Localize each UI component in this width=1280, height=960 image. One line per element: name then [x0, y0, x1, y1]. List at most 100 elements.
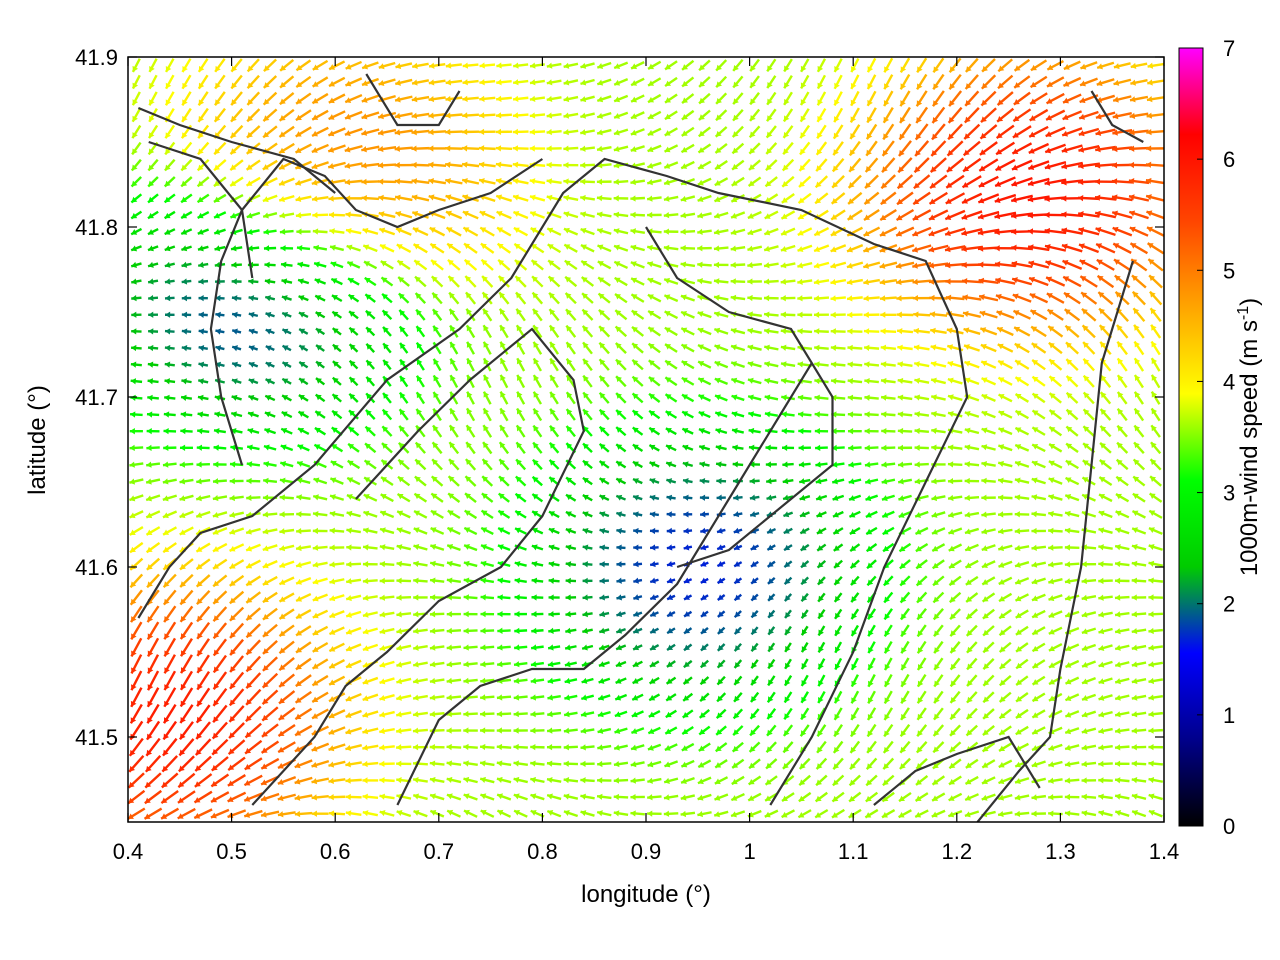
wind-arrow [596, 195, 612, 202]
wind-arrow [344, 178, 363, 186]
wind-arrow [631, 693, 644, 701]
wind-arrow [532, 424, 543, 438]
wind-arrow [1099, 425, 1112, 438]
wind-arrow [730, 228, 746, 236]
wind-arrow [814, 394, 829, 401]
wind-arrow [1146, 129, 1164, 136]
wind-arrow [311, 76, 329, 88]
wind-arrow [895, 261, 915, 269]
wind-arrow [899, 57, 911, 73]
wind-arrow [212, 654, 227, 674]
wind-arrow [798, 774, 811, 787]
wind-arrow [816, 527, 827, 535]
wind-arrow [915, 559, 928, 570]
wind-arrow [463, 242, 478, 254]
wind-arrow [246, 228, 260, 235]
wind-arrow [480, 793, 495, 801]
wind-arrow [864, 174, 879, 189]
wind-arrow [978, 175, 999, 188]
wind-arrow [649, 527, 659, 535]
wind-arrow [767, 658, 776, 670]
wind-arrow [347, 426, 360, 437]
wind-arrow [1081, 744, 1097, 751]
wind-arrow [311, 92, 329, 105]
wind-arrow [446, 710, 462, 718]
wind-arrow [800, 592, 809, 603]
wind-arrow [277, 793, 296, 802]
wind-arrow [613, 111, 629, 119]
wind-arrow [961, 245, 983, 253]
wind-arrow [581, 644, 594, 651]
wind-arrow [496, 727, 512, 734]
wind-arrow [262, 544, 278, 552]
wind-arrow [210, 808, 230, 819]
wind-arrow [780, 227, 796, 236]
wind-arrow [529, 95, 546, 103]
wind-arrow [1149, 475, 1162, 487]
wind-arrow [382, 342, 392, 354]
wind-arrow [395, 211, 413, 219]
wind-arrow [833, 107, 844, 123]
wind-arrow [850, 608, 860, 620]
wind-arrow [1031, 342, 1047, 354]
wind-arrow [597, 276, 611, 287]
wind-arrow [262, 528, 278, 535]
wind-arrow [630, 178, 646, 186]
wind-arrow [781, 193, 795, 204]
wind-arrow [580, 211, 595, 218]
wind-arrow [632, 426, 644, 436]
wind-arrow [329, 510, 345, 518]
wind-arrow [1114, 274, 1131, 289]
wind-arrow [582, 527, 593, 534]
wind-arrow [210, 791, 230, 804]
wind-arrow [697, 759, 712, 769]
y-axis-ticks: 41.541.641.741.841.9 [75, 45, 1164, 750]
wind-arrow [1082, 391, 1095, 405]
wind-arrow [715, 427, 728, 435]
wind-arrow [463, 809, 478, 818]
wind-arrow [914, 394, 930, 401]
wind-arrow [279, 461, 294, 468]
wind-arrow [445, 194, 463, 202]
wind-arrow [832, 494, 845, 501]
wind-arrow [379, 611, 395, 618]
wind-arrow [581, 308, 594, 321]
wind-arrow [731, 741, 744, 753]
wind-arrow [665, 461, 677, 468]
wind-arrow [1115, 458, 1129, 471]
wind-arrow [615, 443, 627, 453]
wind-arrow [428, 112, 446, 119]
wind-arrow [146, 621, 160, 640]
wind-arrow [496, 661, 511, 668]
wind-arrow [697, 811, 712, 818]
wind-arrow [1029, 92, 1048, 105]
wind-arrow [214, 58, 226, 73]
wind-arrow [816, 724, 827, 737]
wind-arrow [782, 741, 794, 754]
wind-arrow [264, 411, 276, 418]
wind-arrow [582, 561, 593, 568]
wind-arrow [394, 178, 413, 185]
wind-arrow [962, 310, 981, 318]
wind-arrow [865, 123, 878, 140]
wind-arrow [547, 677, 561, 684]
wind-arrow [665, 676, 677, 685]
wind-arrow [428, 62, 446, 69]
x-tick-label: 0.8 [527, 839, 558, 864]
wind-arrow [446, 760, 462, 767]
wind-arrow [663, 228, 679, 235]
wind-arrow [849, 124, 861, 140]
wind-arrow [298, 377, 309, 386]
wind-arrow [278, 656, 295, 672]
wind-arrow [1027, 177, 1050, 187]
wind-arrow [1128, 145, 1149, 152]
wind-arrow [831, 791, 845, 803]
wind-arrow [1148, 711, 1163, 718]
wind-arrow [295, 195, 312, 203]
wind-arrow [530, 776, 545, 784]
wind-arrow [947, 809, 963, 818]
wind-arrow [764, 809, 779, 818]
wind-arrow [229, 176, 244, 187]
wind-arrow [1131, 644, 1147, 651]
x-tick-label: 1.2 [942, 839, 973, 864]
